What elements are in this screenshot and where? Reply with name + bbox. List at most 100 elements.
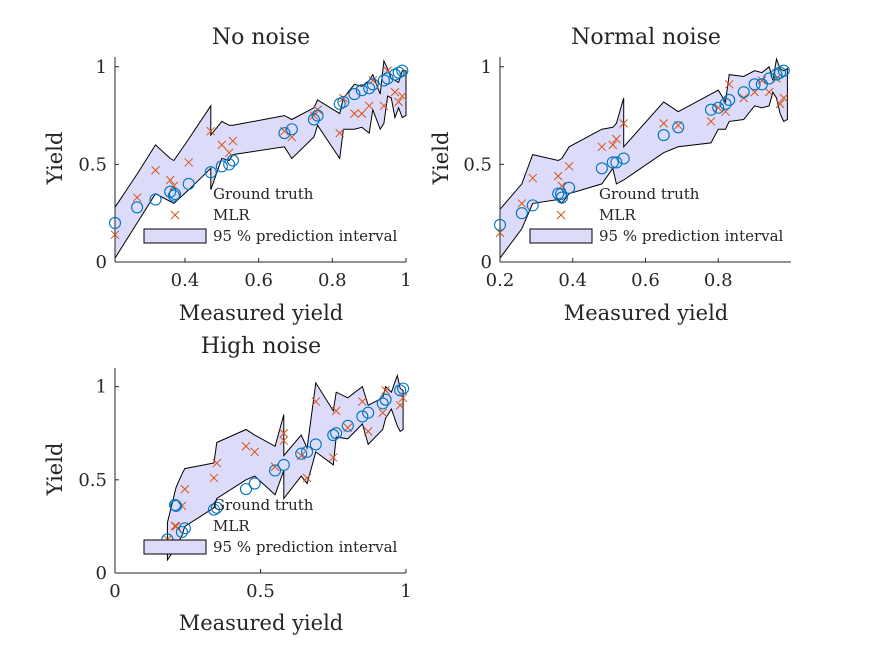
y-tick-label: 0 (96, 563, 107, 584)
y-tick-label: 0.5 (78, 154, 107, 175)
x-tick-label: 0.6 (631, 270, 660, 291)
mlr-point (339, 93, 348, 103)
x-tick-label: 0.4 (171, 270, 200, 291)
legend-symbol-band (143, 228, 207, 244)
legend-label-mlr: MLR (213, 517, 250, 535)
mlr-point (151, 165, 160, 175)
mlr-point (279, 436, 289, 446)
ground-truth-point (493, 218, 507, 231)
x-axis-label: Measured yield (179, 611, 344, 635)
chart-title: Normal noise (571, 25, 721, 50)
legend-label-mlr: MLR (599, 206, 636, 224)
subplot-no-noise: No noise Measured yield Yield 0.4 0.6 0.8 1… (43, 25, 412, 325)
ground-truth-point (606, 156, 619, 169)
mlr-point (528, 173, 538, 183)
y-tick-label: 1 (96, 377, 107, 398)
x-axis-label: Measured yield (564, 301, 729, 325)
mlr-point (270, 462, 280, 472)
ground-truth-point (295, 447, 308, 460)
ground-truth-point (248, 477, 261, 490)
ground-truth-point (394, 384, 407, 397)
mlr-point (357, 109, 367, 118)
subplot-high-noise: High noise Measured yield Yield 0 0.5 1 0 0.… (43, 334, 412, 635)
mlr-point (357, 397, 367, 406)
ground-truth-point (381, 72, 394, 85)
ground-truth-point (362, 406, 375, 419)
prediction-interval-band (166, 373, 404, 562)
x-tick-label: 0.8 (704, 270, 733, 291)
mlr-point (212, 458, 222, 468)
ground-truth-point (268, 464, 282, 477)
mlr-point (724, 79, 734, 89)
mlr-point (364, 101, 374, 111)
legend-label-ground-truth: Ground truth (213, 496, 314, 514)
ground-truth-point (311, 109, 324, 122)
legend-symbol-circle (168, 498, 182, 512)
ground-truth-point (108, 216, 122, 230)
chart-title: No noise (212, 25, 310, 50)
x-tick-label: 1 (400, 270, 411, 291)
mlr-point (350, 109, 359, 118)
ground-truth-point (182, 177, 195, 190)
x-tick-label: 0.6 (244, 270, 273, 291)
plot-area: 0 0.5 1 0 0.5 1 (78, 368, 412, 602)
mlr-point (764, 87, 774, 97)
ground-truth-point (278, 127, 291, 140)
ground-truth-point (204, 166, 217, 179)
mlr-point (209, 473, 219, 483)
x-tick-label: 0 (109, 581, 120, 602)
ground-truth-point (723, 93, 736, 107)
ground-truth-point (239, 483, 252, 496)
legend-label-prediction-interval: 95 % prediction interval (599, 227, 784, 245)
mlr-point (608, 140, 618, 150)
mlr-point (612, 134, 621, 144)
x-axis-label: Measured yield (179, 301, 344, 325)
legend-label-prediction-interval: 95 % prediction interval (213, 538, 398, 556)
mlr-point (363, 427, 373, 436)
ground-truth-point (167, 189, 180, 202)
y-tick-label: 0.5 (78, 470, 107, 491)
mlr-point (775, 99, 785, 109)
ground-truth-point (131, 201, 144, 214)
mlr-point (331, 406, 341, 416)
mlr-point (564, 161, 574, 171)
mlr-point (132, 193, 142, 202)
mlr-point (309, 111, 319, 120)
ground-truth-point (341, 419, 354, 432)
ground-truth-point (307, 113, 320, 126)
ground-truth-point (376, 397, 389, 410)
ground-truth-point (712, 101, 725, 114)
legend-symbol-band (143, 539, 207, 555)
mlr-point (757, 76, 767, 85)
mlr-point (395, 400, 405, 410)
ground-truth-point (285, 123, 298, 136)
ground-truth-point (355, 84, 368, 97)
ground-truth-point (777, 64, 790, 77)
mlr-point (279, 428, 289, 438)
mlr-point (394, 97, 403, 107)
ground-truth-point (755, 78, 768, 91)
mlr-point (217, 140, 227, 150)
mlr-point (397, 91, 407, 101)
ground-truth-point (170, 499, 183, 512)
mlr-point (619, 119, 629, 128)
y-axis-label: Yield (429, 132, 453, 186)
ground-truth-point (215, 160, 228, 173)
mlr-point (517, 199, 527, 208)
ground-truth-point (348, 88, 361, 101)
ground-truth-point (277, 458, 290, 471)
y-tick-label: 0 (481, 252, 492, 273)
ground-truth-point (223, 158, 236, 171)
legend-symbol-cross (170, 210, 180, 220)
y-tick-label: 1 (96, 57, 107, 78)
mlr-point (597, 142, 607, 152)
ground-truth-point (379, 393, 392, 406)
ground-truth-point (207, 503, 220, 516)
y-tick-label: 0 (96, 252, 107, 273)
x-tick-label: 0.8 (318, 270, 347, 291)
ground-truth-point (178, 522, 191, 535)
mlr-point (311, 397, 321, 406)
ground-truth-point (356, 410, 369, 423)
ground-truth-point (337, 95, 350, 108)
mlr-point (378, 408, 388, 418)
